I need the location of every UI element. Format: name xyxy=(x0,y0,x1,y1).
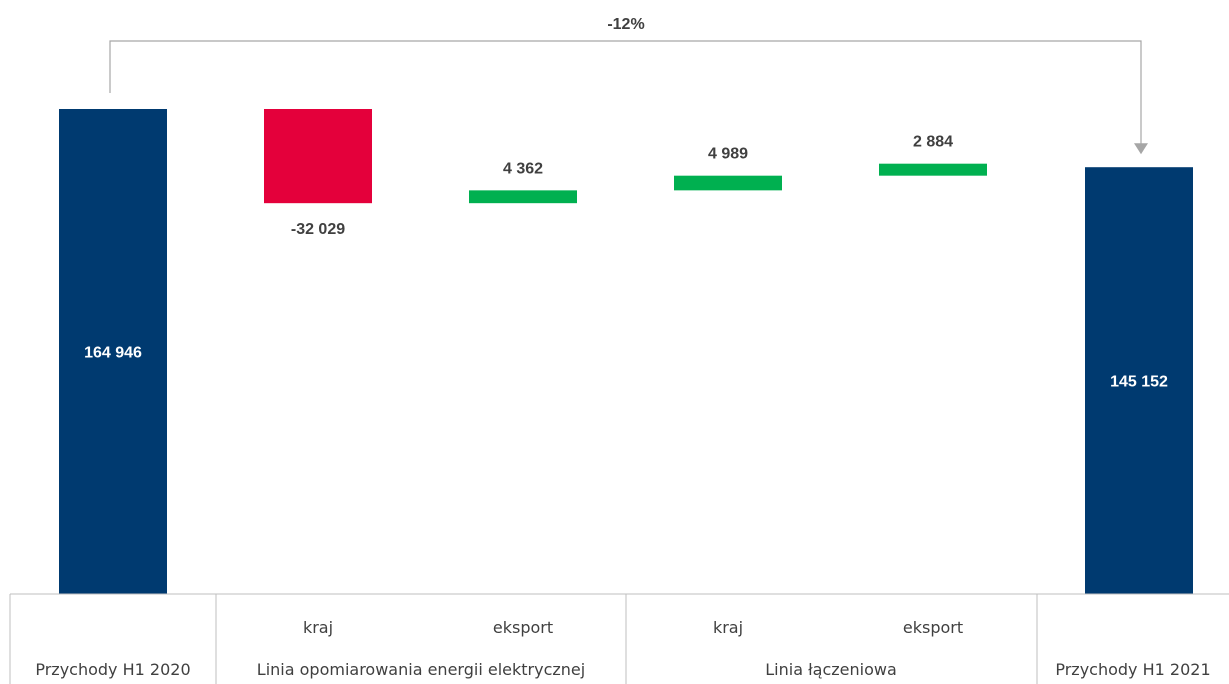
tick-label-4: eksport xyxy=(903,618,963,637)
data-labels: 164 946 -32 029 4 362 4 989 2 884 145 152 xyxy=(84,134,1168,391)
data-label-1: -32 029 xyxy=(291,221,345,238)
tick-label-1: kraj xyxy=(303,618,333,637)
tick-label-2: eksport xyxy=(493,618,553,637)
data-label-4: 2 884 xyxy=(913,134,953,151)
group-label-1: Linia opomiarowania energii elektrycznej xyxy=(257,660,585,679)
delta-bar-2 xyxy=(469,190,577,204)
change-percent-label: -12% xyxy=(607,16,644,33)
tick-label-3: kraj xyxy=(713,618,743,637)
data-label-0: 164 946 xyxy=(84,345,142,362)
delta-bar-4 xyxy=(879,163,987,176)
bars xyxy=(59,109,1193,594)
total-bar-5 xyxy=(1085,167,1193,594)
group-label-0: Przychody H1 2020 xyxy=(35,660,190,679)
data-label-3: 4 989 xyxy=(708,146,748,163)
group-label-3: Przychody H1 2021 xyxy=(1055,660,1210,679)
total-bar-0 xyxy=(59,109,167,594)
change-arrow-head xyxy=(1134,143,1148,155)
category-axis: kraj eksport kraj eksport Przychody H1 2020 L… xyxy=(9,593,1229,684)
change-arrow-line xyxy=(109,40,1142,148)
data-label-2: 4 362 xyxy=(503,160,543,177)
change-arrow: -12% xyxy=(109,16,1148,155)
data-label-5: 145 152 xyxy=(1110,374,1168,391)
delta-bar-1 xyxy=(264,109,372,204)
group-label-2: Linia łączeniowa xyxy=(765,660,897,679)
delta-bar-3 xyxy=(674,175,782,191)
